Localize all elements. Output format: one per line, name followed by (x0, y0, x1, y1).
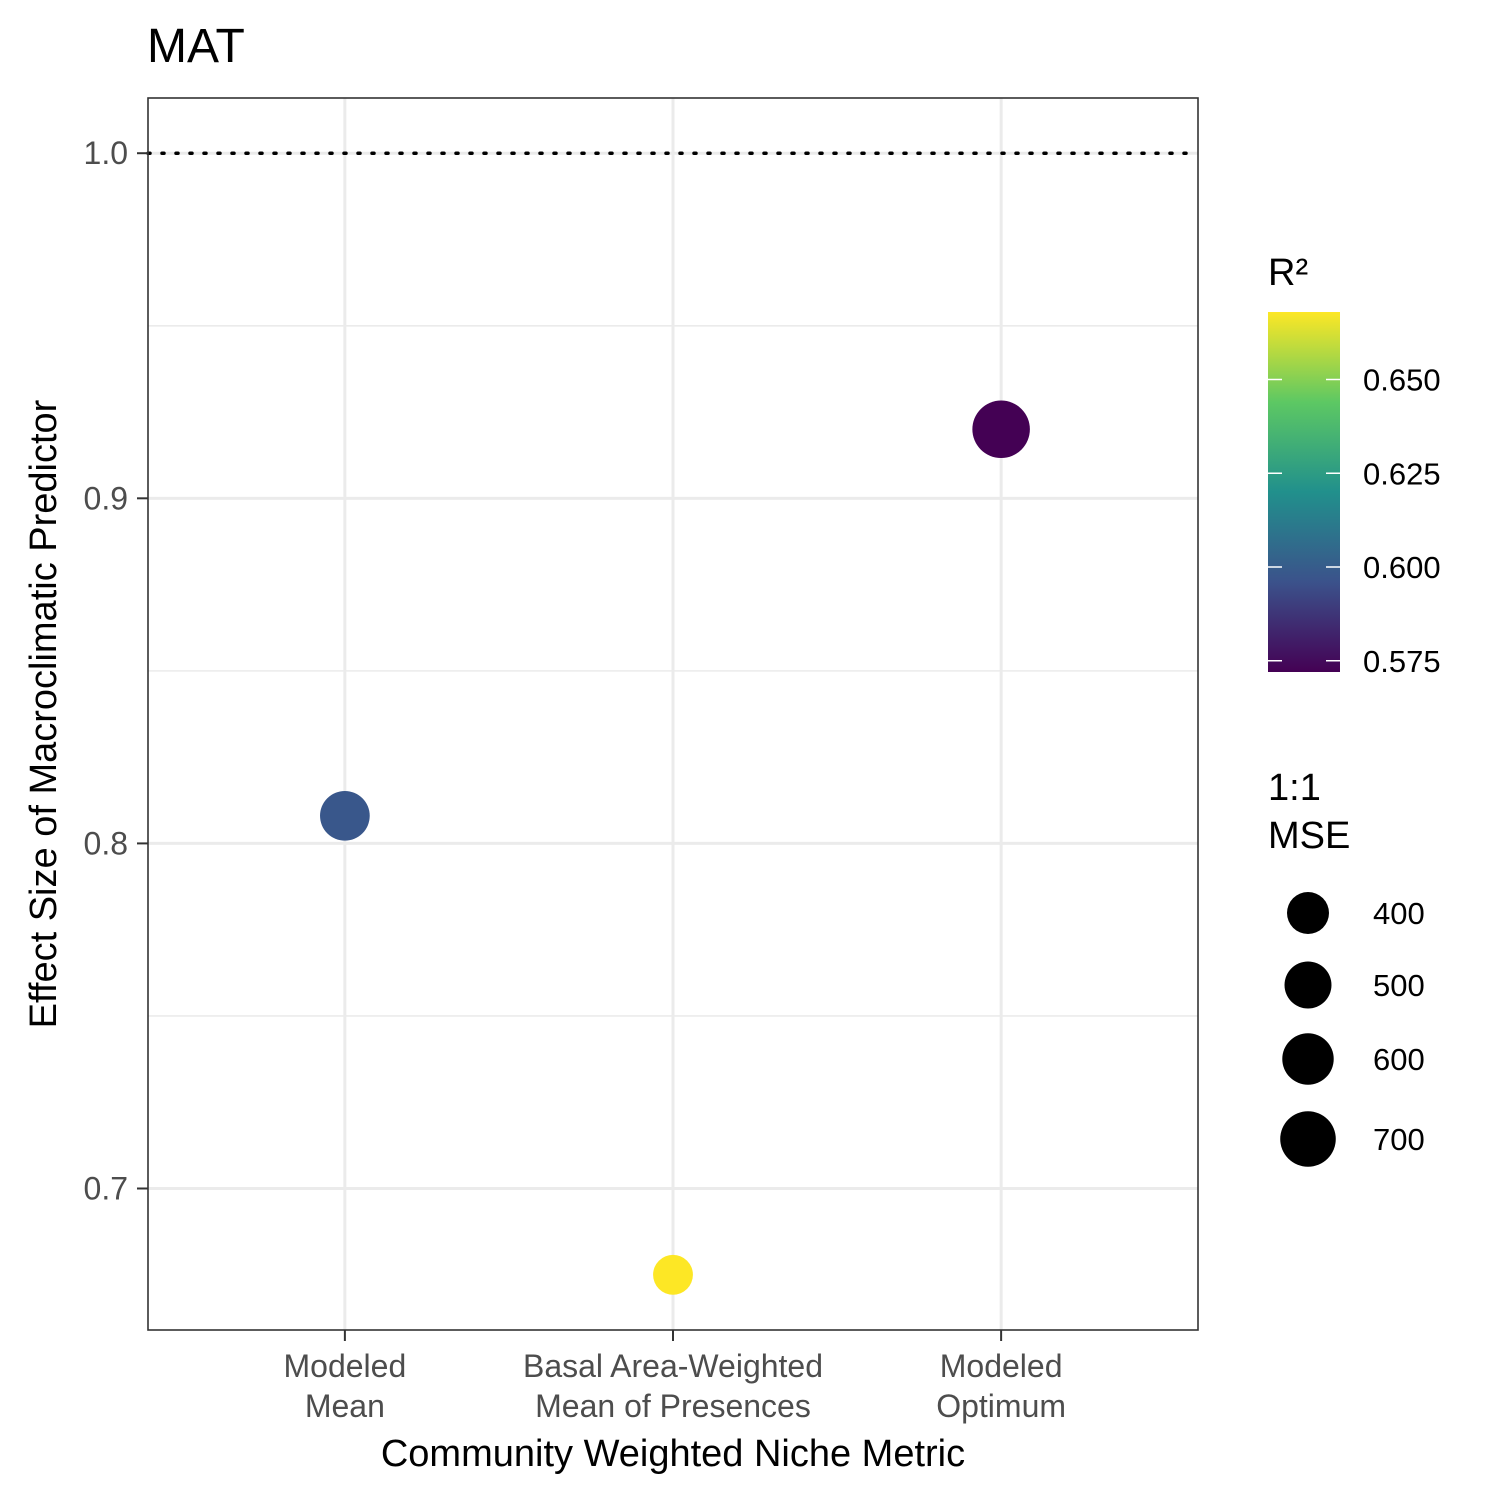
size-legend-keys: 400 500 600 700 (1280, 892, 1425, 1167)
grid (148, 98, 1198, 1330)
color-legend: R² 0.575 0.600 0.625 0.650 (1268, 252, 1441, 679)
size-legend-label: 600 (1373, 1042, 1425, 1077)
y-tick-label: 0.9 (84, 480, 128, 516)
colorbar-tick-label: 0.650 (1363, 363, 1441, 398)
y-axis: 0.7 0.8 0.9 1.0 (84, 135, 148, 1207)
x-tick-label: Mean of Presences (535, 1388, 811, 1424)
x-axis: Modeled Mean Basal Area-Weighted Mean of Pr… (284, 1330, 1066, 1424)
colorbar-ticks: 0.575 0.600 0.625 0.650 (1268, 363, 1441, 679)
size-legend-key-400 (1287, 892, 1329, 934)
data-point-3 (972, 400, 1030, 459)
colorbar-tick-label: 0.575 (1363, 644, 1441, 679)
size-legend-title-line-2: MSE (1268, 815, 1350, 857)
x-tick-label: Modeled (940, 1348, 1063, 1384)
colorbar-tick-label: 0.625 (1363, 456, 1441, 491)
colorbar (1268, 312, 1340, 672)
y-tick-label: 0.8 (84, 825, 128, 861)
points (320, 400, 1030, 1295)
x-tick-label: Optimum (936, 1388, 1066, 1424)
x-tick-label: Modeled (284, 1348, 407, 1384)
size-legend-title-line-1: 1:1 (1268, 767, 1321, 809)
size-legend-key-500 (1284, 961, 1332, 1009)
x-axis-title: Community Weighted Niche Metric (381, 1433, 965, 1475)
size-legend-key-700 (1280, 1111, 1336, 1167)
x-tick-label: Basal Area-Weighted (523, 1348, 823, 1384)
y-axis-title: Effect Size of Macroclimatic Predictor (23, 399, 65, 1028)
size-legend-label: 400 (1373, 896, 1425, 931)
size-legend-key-600 (1282, 1033, 1334, 1085)
size-legend-label: 700 (1373, 1122, 1425, 1157)
size-legend: 1:1 MSE 400 500 600 700 (1268, 767, 1425, 1167)
size-legend-label: 500 (1373, 968, 1425, 1003)
color-legend-title: R² (1268, 252, 1308, 294)
y-tick-label: 0.7 (84, 1171, 128, 1207)
data-point-2 (653, 1254, 693, 1295)
colorbar-tick-label: 0.600 (1363, 550, 1441, 585)
data-point-1 (320, 790, 370, 841)
y-tick-label: 1.0 (84, 135, 128, 171)
x-tick-label: Mean (305, 1388, 385, 1424)
chart-title: MAT (147, 20, 245, 73)
